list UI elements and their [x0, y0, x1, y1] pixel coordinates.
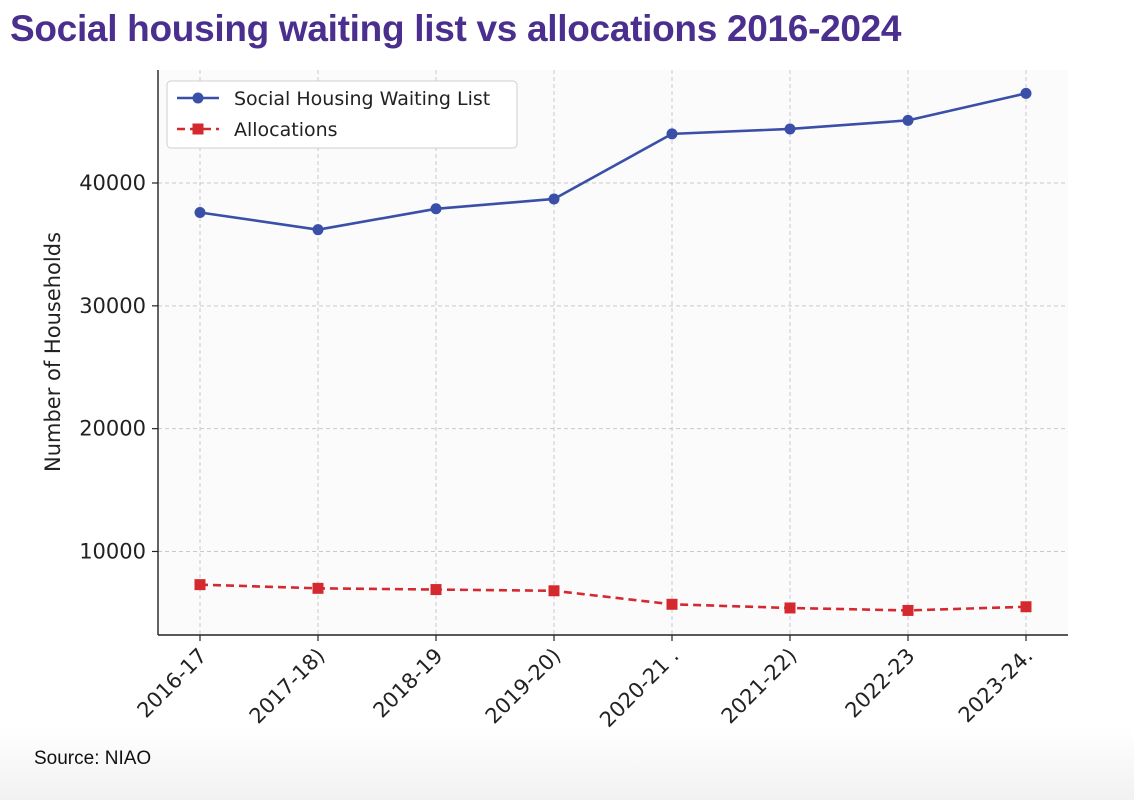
allocations-point — [548, 585, 560, 597]
allocations-point — [666, 598, 678, 610]
waiting-list-series — [194, 87, 1032, 236]
grid-lines — [158, 70, 1068, 635]
x-tick-label: 2020-21 . — [595, 644, 683, 732]
waiting-list-line — [199, 92, 1027, 231]
y-tick-label: 20000 — [79, 417, 146, 441]
waiting-list-point — [194, 206, 206, 218]
legend-waiting-list-marker — [192, 92, 204, 104]
allocations-point — [902, 604, 914, 616]
allocations-point — [1020, 601, 1032, 613]
chart-title: Social housing waiting list vs allocatio… — [10, 8, 902, 49]
source-note: Source: NIAO — [34, 748, 152, 769]
y-tick-label: 30000 — [79, 294, 146, 318]
y-tick-label: 10000 — [79, 539, 146, 563]
waiting-list-point — [902, 114, 914, 126]
waiting-list-point — [312, 224, 324, 236]
allocations-point — [430, 584, 442, 596]
waiting-list-point — [1020, 87, 1032, 99]
legend-waiting-list-label: Social Housing Waiting List — [234, 88, 490, 110]
allocations-point — [194, 579, 206, 591]
allocations-point — [784, 602, 796, 614]
data-series — [194, 87, 1032, 616]
legend-allocations-label: Allocations — [234, 119, 338, 141]
allocations-line — [199, 583, 1027, 612]
waiting-list-point — [430, 203, 442, 215]
x-tick-label: 2019-20) — [481, 644, 566, 729]
y-tick-label: 40000 — [79, 171, 146, 195]
waiting-list-point — [666, 128, 678, 140]
legend-box — [166, 80, 518, 149]
allocations-series — [194, 579, 1032, 616]
x-tick-label: 2022-23 — [841, 644, 920, 723]
waiting-list-point — [548, 193, 560, 205]
x-tick-label: 2017-18) — [245, 644, 330, 729]
axes — [157, 70, 1068, 636]
x-tick-label: 2018-19 — [369, 644, 448, 723]
waiting-list-point — [784, 123, 796, 135]
legend: Social Housing Waiting List Allocations — [166, 80, 518, 149]
x-tick-label: 2016-17 — [133, 644, 212, 723]
y-axis-label: Number of Households — [41, 232, 65, 472]
footer-strip — [0, 728, 1134, 800]
plot-background — [158, 70, 1068, 635]
x-tick-label: 2023-24. — [954, 644, 1038, 728]
allocations-point — [312, 582, 324, 594]
legend-allocations-marker — [192, 123, 204, 135]
x-tick-label: 2021-22) — [717, 644, 802, 729]
